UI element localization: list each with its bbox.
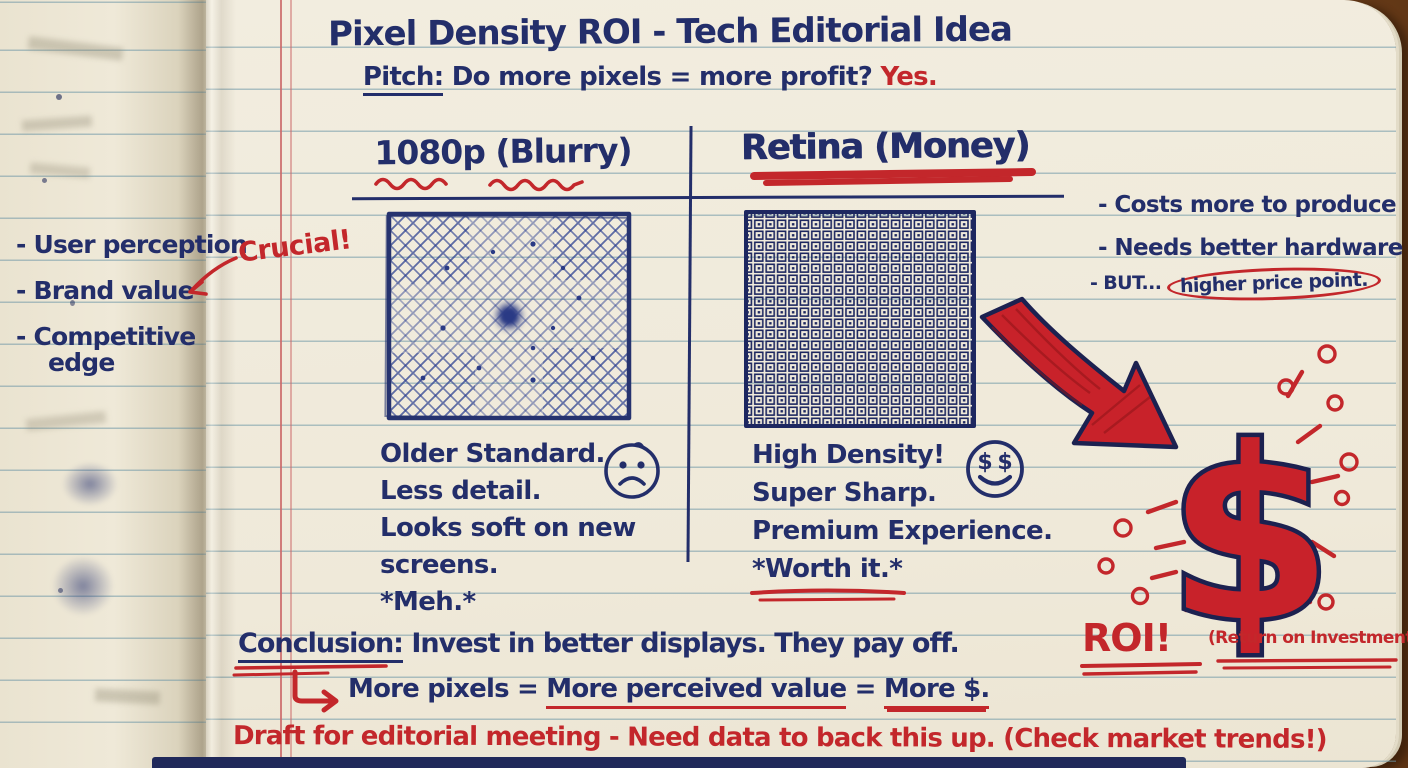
ink-smudge bbox=[52, 556, 114, 616]
conclusion-label: Conclusion: bbox=[238, 628, 404, 663]
note-line: *Meh.* bbox=[380, 587, 476, 617]
note-line: Super Sharp. bbox=[752, 478, 937, 508]
followup-underlined-value: More perceived value bbox=[546, 674, 847, 709]
margin-item: - Competitive bbox=[16, 322, 196, 351]
cons-but-line: - BUT... higher price point. bbox=[1090, 264, 1382, 304]
conclusion-followup: More pixels = More perceived value = Mor… bbox=[348, 674, 990, 709]
blurry-pixel-square bbox=[384, 211, 632, 421]
note-line: Looks soft on new bbox=[380, 513, 636, 543]
ghost-writing-mark bbox=[27, 36, 124, 61]
cons-but-prefix: - BUT... bbox=[1090, 272, 1162, 294]
svg-text:$: $ bbox=[997, 450, 1012, 475]
ghost-writing-mark bbox=[25, 410, 107, 432]
ruled-lines-left bbox=[0, 0, 208, 762]
ink-dot bbox=[42, 178, 47, 183]
conclusion-text: Invest in better displays. They pay off. bbox=[402, 628, 959, 659]
svg-text:$: $ bbox=[977, 450, 992, 475]
left-page bbox=[0, 0, 208, 768]
left-column-notes: Older Standard. Less detail. Looks soft … bbox=[380, 436, 636, 621]
ink-dot bbox=[56, 94, 62, 100]
red-thick-underline bbox=[750, 168, 1036, 186]
roi-label: ROI! bbox=[1082, 616, 1172, 660]
margin-item-edge: edge bbox=[48, 348, 115, 377]
ink-smudge bbox=[62, 462, 118, 506]
sad-face-icon bbox=[604, 442, 660, 499]
followup-underlined-money: More $. bbox=[883, 674, 990, 709]
money-face-icon: $ $ bbox=[966, 440, 1024, 498]
page-title: Pixel Density ROI - Tech Editorial Idea bbox=[327, 9, 1013, 55]
footer-draft-note: Draft for editorial meeting - Need data … bbox=[232, 721, 1327, 755]
column-header-1080p: 1080p (Blurry) bbox=[374, 130, 632, 173]
followup-part: More pixels = bbox=[348, 674, 547, 704]
note-line: Less detail. bbox=[380, 476, 542, 506]
margin-benefits-list: - User perception - Brand value - Compet… bbox=[16, 222, 248, 360]
roi-subtitle: (Return on Investment) bbox=[1208, 628, 1408, 648]
right-column-notes: High Density! Super Sharp. Premium Exper… bbox=[752, 436, 1053, 588]
column-header-retina: Retina (Money) bbox=[740, 125, 1030, 169]
retina-pixel-square bbox=[744, 210, 976, 428]
pitch-label: Pitch: bbox=[362, 62, 444, 96]
crucial-arrow-icon bbox=[188, 256, 238, 296]
red-squiggle-underline bbox=[374, 177, 584, 192]
big-red-arrow-icon bbox=[979, 296, 1179, 450]
worth-it-red-underline bbox=[750, 588, 906, 602]
svg-text:$: $ bbox=[1167, 398, 1333, 675]
note-line: High Density! bbox=[752, 440, 945, 470]
worth-it-emphasis: *Worth it.* bbox=[752, 554, 903, 584]
red-margin-line bbox=[280, 0, 292, 768]
followup-part: = bbox=[846, 674, 884, 704]
elbow-arrow-icon bbox=[292, 669, 339, 713]
notebook-edge bbox=[152, 757, 1186, 768]
conclusion-red-underline bbox=[232, 664, 388, 677]
ghost-writing-mark bbox=[29, 162, 91, 179]
margin-item: - Brand value bbox=[16, 276, 195, 305]
dollar-sign-icon: $ bbox=[1097, 344, 1359, 680]
cons-item: - Needs better hardware bbox=[1098, 235, 1403, 261]
note-line: screens. bbox=[380, 550, 499, 580]
roi-subtitle-underline bbox=[1216, 658, 1398, 670]
conclusion-line: Conclusion: Invest in better displays. T… bbox=[238, 628, 960, 663]
higher-price-point-circled: higher price point. bbox=[1166, 264, 1382, 304]
cons-list: - Costs more to produce - Needs better h… bbox=[1098, 184, 1403, 270]
margin-item: - User perception bbox=[16, 230, 248, 259]
roi-underline bbox=[1080, 662, 1202, 676]
note-line: Older Standard. bbox=[380, 439, 605, 469]
cons-item: - Costs more to produce bbox=[1098, 192, 1397, 218]
ghost-writing-mark bbox=[21, 115, 93, 132]
ghost-writing-mark bbox=[94, 688, 161, 705]
pitch-answer: Yes. bbox=[880, 62, 938, 92]
pitch-question: Do more pixels = more profit? bbox=[451, 62, 873, 92]
pitch-line: Pitch: Do more pixels = more profit? Yes… bbox=[300, 62, 1000, 96]
note-line: Premium Experience. bbox=[752, 516, 1053, 546]
